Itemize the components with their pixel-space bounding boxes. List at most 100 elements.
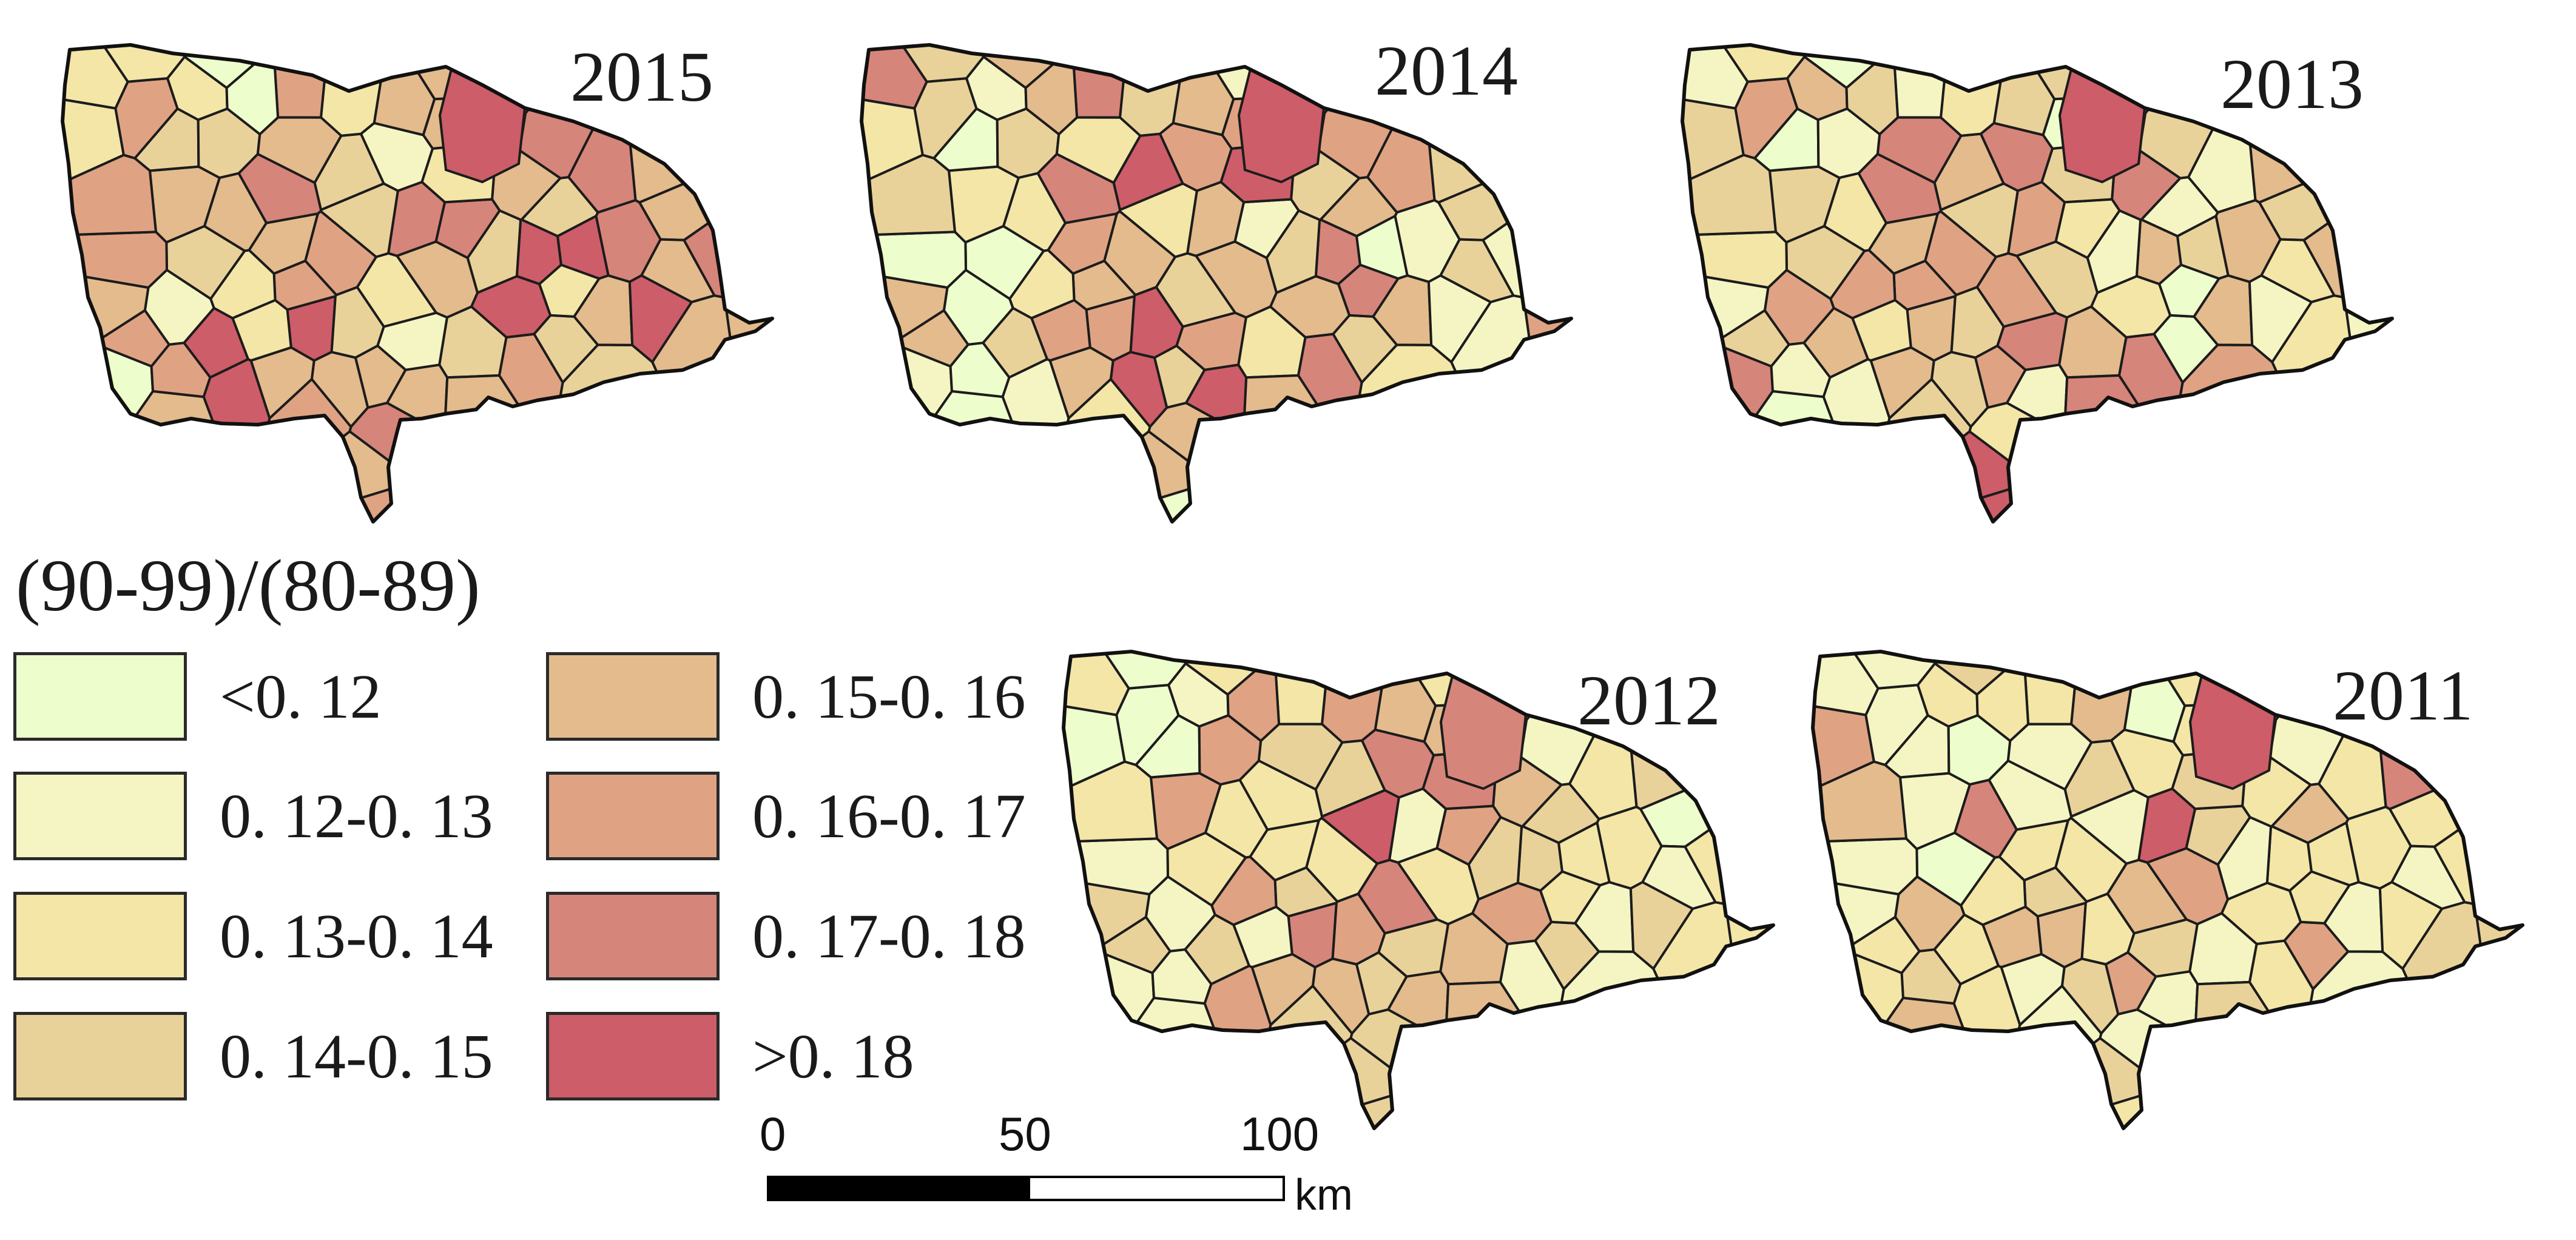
district (2343, 228, 2392, 522)
legend-swatch-3 (13, 892, 187, 980)
district (92, 309, 170, 368)
district (1249, 819, 1320, 881)
district (2248, 274, 2313, 363)
year-label-2012: 2012 (1577, 661, 1721, 740)
legend-swatch-1 (13, 652, 187, 741)
region-boundary (860, 43, 1573, 524)
district (1712, 309, 1790, 368)
district (1118, 182, 1198, 258)
legend-label-2: 0. 12-0. 13 (220, 781, 493, 851)
scale-tick-0: 0 (760, 1107, 786, 1161)
region-boundary (61, 43, 774, 524)
district (373, 45, 436, 136)
legend-label-3: 0. 13-0. 14 (220, 901, 493, 971)
scale-tick-100: 100 (1240, 1107, 1320, 1161)
district (1427, 274, 1492, 363)
map-2012-svg (1062, 650, 1775, 1130)
scale-segment-white (1028, 1176, 1285, 1201)
district (1522, 228, 1571, 522)
district (1939, 182, 2019, 258)
district (248, 212, 319, 275)
district (1992, 45, 2056, 136)
legend-label-8: >0. 18 (752, 1022, 914, 1091)
district (1374, 652, 1437, 743)
district (62, 231, 168, 289)
scale-tick-50: 50 (999, 1107, 1051, 1161)
district (1129, 286, 1184, 359)
district (1813, 949, 1904, 1128)
district (2069, 789, 2149, 865)
map-2013 (1677, 42, 2436, 540)
district (1629, 881, 1694, 970)
legend-swatch-8 (546, 1012, 720, 1100)
district (2158, 263, 2220, 318)
legend-label-4: 0. 14-0. 15 (220, 1022, 493, 1091)
scale-unit: km (1295, 1171, 1353, 1219)
district (1867, 212, 1939, 275)
map-2013-svg (1681, 43, 2394, 524)
map-2011 (1808, 649, 2566, 1147)
district (1355, 215, 1409, 280)
district (1172, 45, 1235, 136)
district (319, 182, 399, 258)
legend-label-1: <0. 12 (220, 662, 382, 732)
year-label-2015: 2015 (570, 37, 713, 116)
legend-swatch-2 (13, 772, 187, 860)
district (2307, 821, 2360, 887)
district (1377, 918, 1449, 978)
district (62, 342, 154, 522)
district (1996, 311, 2068, 371)
district (1998, 819, 2069, 881)
district (1175, 311, 1247, 371)
district (1950, 286, 2005, 359)
region-boundary (1811, 650, 2524, 1130)
legend-label-6: 0. 16-0. 17 (752, 781, 1026, 851)
map-2015 (58, 42, 816, 540)
year-label-2014: 2014 (1375, 31, 1518, 110)
district (1851, 298, 1912, 362)
legend-swatch-5 (546, 652, 720, 741)
district (2123, 652, 2187, 743)
map-2011-svg (1811, 650, 2524, 1130)
district (1320, 789, 1400, 865)
map-2015-svg (61, 43, 774, 524)
district (1843, 915, 1921, 974)
district (1813, 837, 1918, 896)
district (231, 298, 292, 362)
district (1331, 892, 1386, 966)
district (1981, 905, 2043, 969)
district (2080, 892, 2136, 966)
district (1226, 653, 1281, 743)
legend-title: (90-99)/(80-89) (16, 545, 480, 627)
district (861, 231, 967, 289)
scale-bar: 0 50 100 km (760, 1107, 1374, 1232)
legend-swatch-4 (13, 1012, 187, 1100)
district (330, 286, 385, 359)
district (376, 311, 448, 371)
map-2014 (857, 42, 1615, 540)
district (556, 215, 610, 280)
district (1539, 870, 1602, 925)
year-label-2013: 2013 (2220, 44, 2364, 124)
district (723, 228, 772, 522)
legend-label-5: 0. 15-0. 16 (752, 662, 1026, 732)
district (891, 309, 969, 368)
region-boundary (1062, 650, 1775, 1130)
district (1557, 821, 1611, 887)
district (2378, 881, 2443, 970)
district (2126, 918, 2199, 978)
district (1064, 837, 1169, 896)
district (1030, 298, 1091, 362)
district (1682, 342, 1774, 522)
district (2288, 870, 2351, 925)
legend-label-7: 0. 17-0. 18 (752, 901, 1026, 971)
district (1975, 653, 2030, 743)
scale-segment-black (767, 1176, 1028, 1201)
district (1024, 46, 1079, 136)
district (225, 46, 280, 136)
district (861, 342, 953, 522)
district (538, 263, 601, 318)
district (1093, 915, 1172, 974)
district (1232, 905, 1293, 969)
district (2473, 835, 2523, 1128)
